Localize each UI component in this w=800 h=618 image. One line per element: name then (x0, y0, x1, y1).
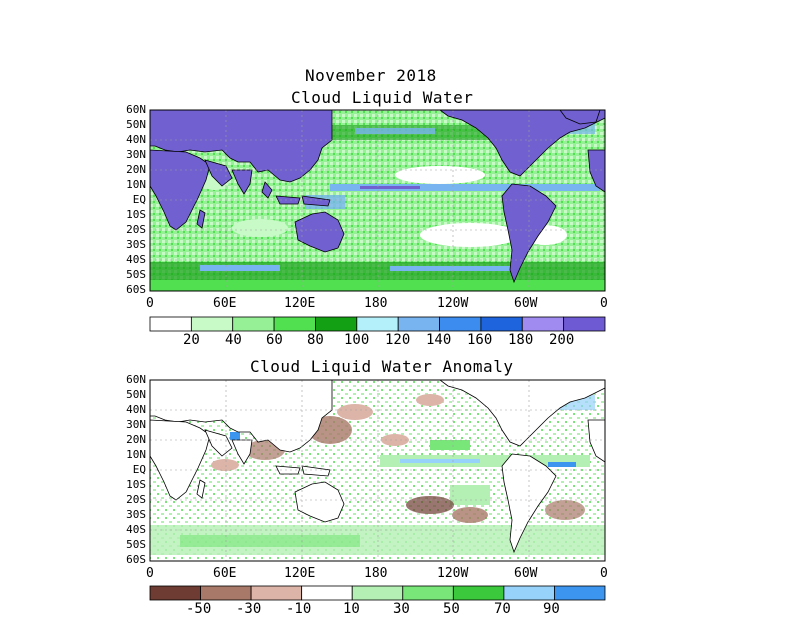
panel2-title: Cloud Liquid Water Anomaly (250, 357, 514, 376)
colorbar-swatch (190, 316, 234, 332)
lat-label: 40N (126, 403, 146, 416)
lat-label: 10N (126, 178, 146, 191)
wet-regions (150, 120, 605, 291)
lat-label: 20S (126, 493, 146, 506)
colorbar-label: 30 (393, 601, 410, 617)
colorbar-swatch (480, 316, 523, 332)
lat-label: 50S (126, 538, 146, 551)
colorbar-swatch (402, 585, 454, 601)
lon-label: 120W (437, 296, 469, 311)
lat-label: EQ (132, 463, 146, 476)
panel1-map (149, 109, 606, 292)
lon-label: 120W (437, 566, 469, 581)
lon-label: 0 (146, 566, 154, 581)
lon-label: 0 (146, 296, 154, 311)
lat-label: 20N (126, 433, 146, 446)
lat-label: 60S (126, 283, 146, 296)
lon-label: 0 (600, 566, 608, 581)
panel1-title: Cloud Liquid Water (291, 88, 474, 107)
lat-label: 50N (126, 118, 146, 131)
lat-label: 40N (126, 133, 146, 146)
colorbar-label: 90 (543, 601, 560, 617)
lon-label: 0 (600, 296, 608, 311)
colorbar-swatch (452, 585, 505, 601)
colorbar-label: 20 (183, 332, 200, 348)
colorbar-label: 100 (344, 332, 370, 348)
colorbar-label: 50 (443, 601, 460, 617)
lat-label: 30N (126, 418, 146, 431)
panel2-map (149, 379, 606, 562)
lat-label: 10S (126, 208, 146, 221)
panel2-frame (149, 379, 606, 562)
figure-title: November 2018 (305, 66, 437, 85)
colorbar-label: 140 (426, 332, 452, 348)
colorbar-label: 200 (549, 332, 575, 348)
lat-label: 10N (126, 448, 146, 461)
lat-label: 20N (126, 163, 146, 176)
colorbar-swatch (397, 316, 440, 332)
colorbar-swatch (356, 316, 399, 332)
colorbar1 (149, 316, 606, 332)
colorbar-swatch (200, 585, 252, 601)
colorbar-swatch (273, 316, 316, 332)
colorbar-swatch (554, 585, 606, 601)
colorbar-label: 180 (508, 332, 534, 348)
colorbar-label: -10 (286, 601, 312, 617)
colorbar-swatch (503, 585, 555, 601)
colorbar-swatch (351, 585, 404, 601)
lat-label: 40S (126, 253, 146, 266)
lon-label: 180 (364, 566, 388, 581)
colorbar-label: 40 (225, 332, 242, 348)
lat-label: 60S (126, 553, 146, 566)
colorbar-label: 80 (307, 332, 324, 348)
lon-label: 60E (213, 296, 237, 311)
lon-label: 60W (514, 296, 538, 311)
colorbar-swatch (149, 316, 192, 332)
colorbar-swatch (563, 316, 606, 332)
lat-label: 30S (126, 238, 146, 251)
lat-label: 10S (126, 478, 146, 491)
colorbar-swatch (439, 316, 482, 332)
colorbar-label: 70 (494, 601, 511, 617)
colorbar2 (149, 585, 606, 601)
colorbar-swatch (521, 316, 565, 332)
panel1-grid (150, 110, 605, 291)
panel1-frame (149, 109, 606, 292)
colorbar-label: 160 (467, 332, 493, 348)
lon-label: 60W (514, 566, 538, 581)
colorbar-label: -30 (236, 601, 262, 617)
lat-label: 30S (126, 508, 146, 521)
colorbar-swatch (250, 585, 303, 601)
lat-label: EQ (132, 193, 146, 206)
colorbar-swatch (301, 585, 353, 601)
panel2-grid (150, 380, 605, 561)
lat-label: 50N (126, 388, 146, 401)
colorbar-swatch (315, 316, 358, 332)
lat-label: 50S (126, 268, 146, 281)
lat-label: 30N (126, 148, 146, 161)
lon-label: 120E (284, 566, 316, 581)
lat-label: 60N (126, 373, 146, 386)
colorbar-swatch (149, 585, 201, 601)
colorbar-label: 60 (266, 332, 283, 348)
lat-label: 20S (126, 223, 146, 236)
lat-label: 60N (126, 103, 146, 116)
lat-label: 40S (126, 523, 146, 536)
colorbar-label: -50 (186, 601, 212, 617)
lon-label: 120E (284, 296, 316, 311)
lon-label: 180 (364, 296, 388, 311)
lon-label: 60E (213, 566, 237, 581)
colorbar-swatch (232, 316, 275, 332)
colorbar-label: 120 (385, 332, 411, 348)
colorbar-label: 10 (343, 601, 360, 617)
